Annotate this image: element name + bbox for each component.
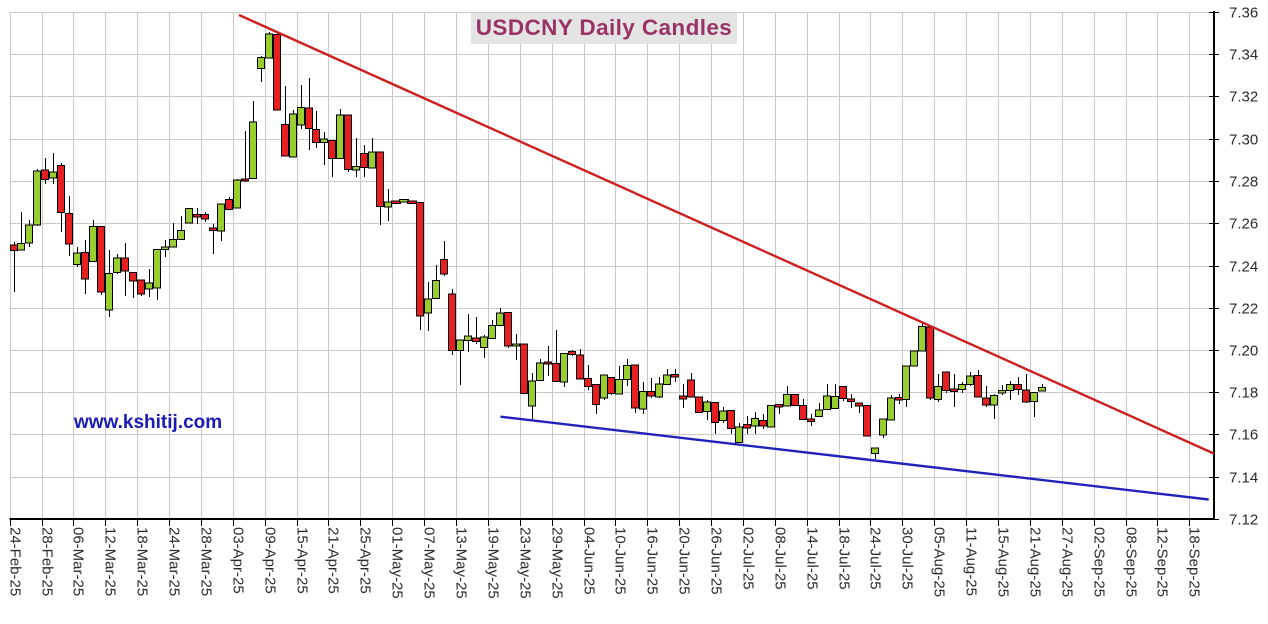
svg-text:13-May-25: 13-May-25: [453, 527, 470, 599]
svg-text:24-Feb-25: 24-Feb-25: [7, 527, 24, 596]
svg-text:29-May-25: 29-May-25: [549, 527, 566, 599]
svg-text:02-Jul-25: 02-Jul-25: [740, 527, 757, 590]
svg-text:7.36: 7.36: [1229, 5, 1258, 22]
svg-text:16-Jun-25: 16-Jun-25: [644, 527, 661, 595]
svg-text:28-Feb-25: 28-Feb-25: [39, 527, 56, 596]
svg-text:24-Jul-25: 24-Jul-25: [867, 527, 884, 590]
svg-text:12-Mar-25: 12-Mar-25: [102, 527, 119, 596]
svg-text:26-Jun-25: 26-Jun-25: [708, 527, 725, 595]
svg-text:7.12: 7.12: [1229, 512, 1258, 529]
svg-text:05-Aug-25: 05-Aug-25: [931, 527, 948, 597]
svg-text:21-Aug-25: 21-Aug-25: [1027, 527, 1044, 597]
svg-text:7.34: 7.34: [1229, 47, 1258, 64]
svg-text:USDCNY Daily Candles: USDCNY Daily Candles: [476, 15, 732, 40]
svg-text:07-May-25: 07-May-25: [421, 527, 438, 599]
svg-text:18-Sep-25: 18-Sep-25: [1186, 527, 1203, 597]
svg-text:15-Apr-25: 15-Apr-25: [294, 527, 311, 594]
svg-text:14-Jul-25: 14-Jul-25: [804, 527, 821, 590]
svg-text:21-Apr-25: 21-Apr-25: [325, 527, 342, 594]
svg-text:7.28: 7.28: [1229, 174, 1258, 191]
svg-text:7.26: 7.26: [1229, 216, 1258, 233]
svg-text:06-Mar-25: 06-Mar-25: [70, 527, 87, 596]
svg-text:02-Sep-25: 02-Sep-25: [1091, 527, 1108, 597]
svg-text:28-Mar-25: 28-Mar-25: [198, 527, 215, 596]
svg-text:11-Aug-25: 11-Aug-25: [963, 527, 980, 596]
svg-text:04-Jun-25: 04-Jun-25: [581, 527, 598, 595]
svg-text:09-Apr-25: 09-Apr-25: [262, 527, 279, 594]
svg-text:19-May-25: 19-May-25: [485, 527, 502, 599]
svg-text:7.30: 7.30: [1229, 132, 1258, 149]
svg-text:18-Jul-25: 18-Jul-25: [836, 527, 853, 590]
svg-text:10-Jun-25: 10-Jun-25: [612, 527, 629, 595]
svg-text:24-Mar-25: 24-Mar-25: [166, 527, 183, 596]
svg-text:7.20: 7.20: [1229, 343, 1258, 360]
svg-text:20-Jun-25: 20-Jun-25: [676, 527, 693, 595]
svg-text:7.24: 7.24: [1229, 259, 1258, 276]
svg-text:www.kshitij.com: www.kshitij.com: [73, 412, 222, 433]
svg-text:7.32: 7.32: [1229, 89, 1258, 106]
svg-text:18-Mar-25: 18-Mar-25: [134, 527, 151, 596]
svg-text:08-Sep-25: 08-Sep-25: [1123, 527, 1140, 597]
svg-text:12-Sep-25: 12-Sep-25: [1154, 527, 1171, 597]
svg-text:25-Apr-25: 25-Apr-25: [357, 527, 374, 594]
svg-text:23-May-25: 23-May-25: [517, 527, 534, 599]
svg-text:7.18: 7.18: [1229, 385, 1258, 402]
svg-text:7.14: 7.14: [1229, 470, 1258, 487]
svg-text:27-Aug-25: 27-Aug-25: [1059, 527, 1076, 597]
svg-text:01-May-25: 01-May-25: [389, 527, 406, 599]
svg-text:15-Aug-25: 15-Aug-25: [995, 527, 1012, 597]
svg-text:08-Jul-25: 08-Jul-25: [772, 527, 789, 590]
svg-text:30-Jul-25: 30-Jul-25: [899, 527, 916, 590]
svg-text:7.16: 7.16: [1229, 427, 1258, 444]
svg-text:7.22: 7.22: [1229, 301, 1258, 318]
svg-text:03-Apr-25: 03-Apr-25: [230, 527, 247, 594]
